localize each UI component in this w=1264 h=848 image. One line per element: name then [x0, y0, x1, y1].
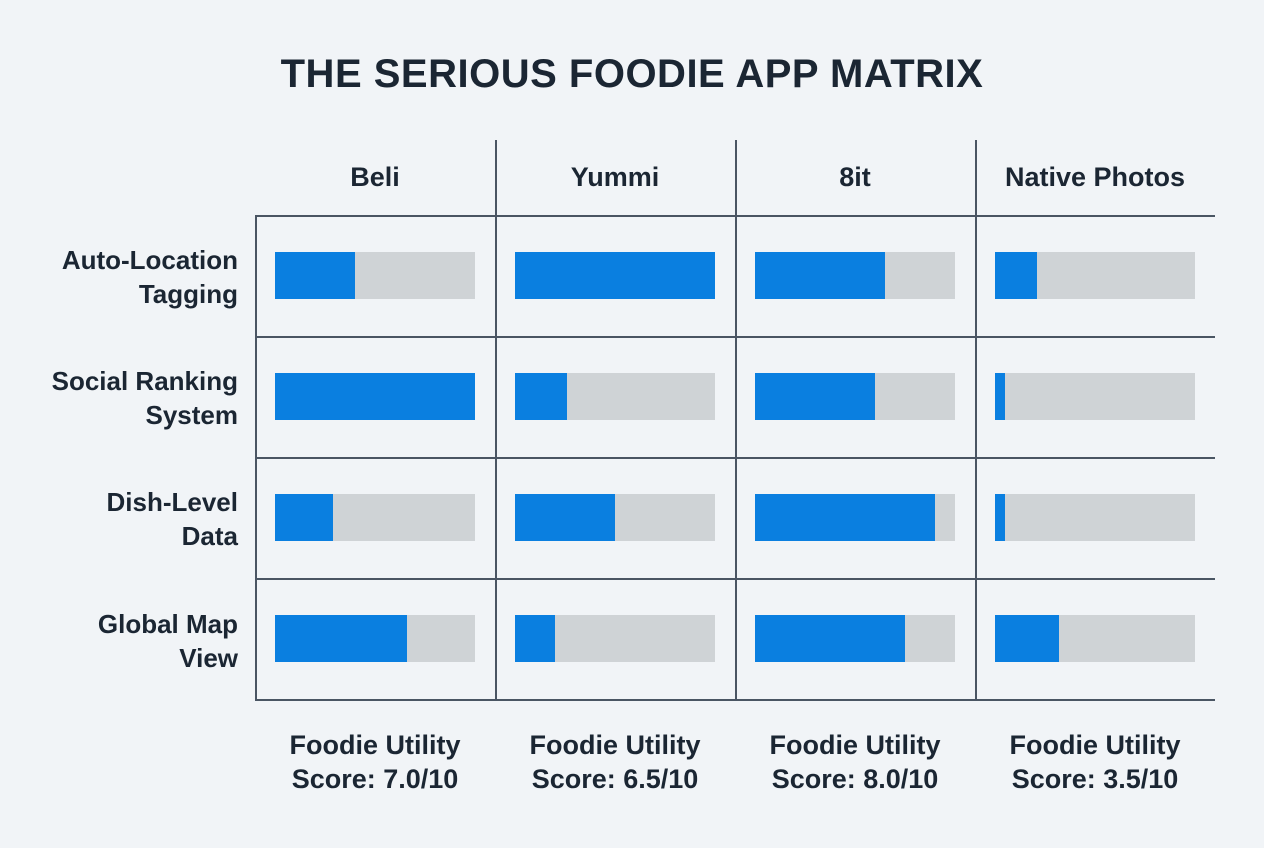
bar-fill [755, 252, 885, 299]
column-header-yummi: Yummi [570, 162, 660, 192]
score-line: Foodie Utility [769, 730, 941, 760]
bar-fill [515, 615, 555, 662]
score-line: Foodie Utility [289, 730, 461, 760]
bar-fill [755, 615, 905, 662]
score-line: Foodie Utility [529, 730, 701, 760]
grid-col-line [495, 140, 497, 699]
row-label-line: Data [181, 521, 238, 551]
bar-track [995, 252, 1195, 299]
row-label-auto-location-tagging: Auto-Location Tagging [10, 243, 238, 311]
score-native-photos: Foodie Utility Score: 3.5/10 [975, 728, 1215, 796]
grid-row-line [255, 699, 1215, 701]
grid-col-line [975, 140, 977, 699]
bar-fill [995, 373, 1005, 420]
score-line: Score: 7.0/10 [291, 764, 459, 794]
bar-fill [275, 373, 475, 420]
bar-track [995, 615, 1195, 662]
score-yummi: Foodie Utility Score: 6.5/10 [495, 728, 735, 796]
bar-track [275, 252, 475, 299]
grid-col-line [255, 215, 257, 699]
bar-fill [995, 252, 1037, 299]
bar-track [515, 252, 715, 299]
bar-fill [755, 494, 935, 541]
bar-fill [995, 494, 1005, 541]
column-header-8it: 8it [839, 162, 871, 192]
bar-track [755, 373, 955, 420]
score-line: Score: 3.5/10 [1011, 764, 1179, 794]
bar-fill [515, 373, 567, 420]
column-header-beli: Beli [350, 162, 400, 192]
bar-track [275, 494, 475, 541]
bar-track [515, 373, 715, 420]
row-label-global-map-view: Global Map View [10, 607, 238, 675]
bar-track [755, 494, 955, 541]
score-line: Score: 8.0/10 [771, 764, 939, 794]
bar-track [515, 615, 715, 662]
bar-fill [515, 494, 615, 541]
bar-track [275, 373, 475, 420]
bar-track [515, 494, 715, 541]
score-line: Foodie Utility [1009, 730, 1181, 760]
bar-fill [755, 373, 875, 420]
row-label-line: System [145, 400, 239, 430]
row-label-line: Global Map [97, 609, 238, 639]
bar-track [275, 615, 475, 662]
bar-fill [515, 252, 715, 299]
score-beli: Foodie Utility Score: 7.0/10 [255, 728, 495, 796]
bar-fill [995, 615, 1059, 662]
score-line: Score: 6.5/10 [531, 764, 699, 794]
grid-col-line [735, 140, 737, 699]
bar-track [755, 252, 955, 299]
row-label-social-ranking-system: Social Ranking System [10, 364, 238, 432]
row-label-line: Tagging [138, 279, 238, 309]
row-label-line: Dish-Level [106, 487, 239, 517]
chart-title: THE SERIOUS FOODIE APP MATRIX [280, 52, 984, 96]
row-label-line: View [179, 643, 238, 673]
bar-track [755, 615, 955, 662]
column-header-native-photos: Native Photos [1004, 162, 1186, 192]
bar-fill [275, 615, 407, 662]
bar-track [995, 494, 1195, 541]
bar-fill [275, 252, 355, 299]
bar-track [995, 373, 1195, 420]
score-8it: Foodie Utility Score: 8.0/10 [735, 728, 975, 796]
bar-fill [275, 494, 333, 541]
row-label-line: Auto-Location [61, 245, 238, 275]
row-label-line: Social Ranking [51, 366, 238, 396]
row-label-dish-level-data: Dish-Level Data [10, 485, 239, 553]
